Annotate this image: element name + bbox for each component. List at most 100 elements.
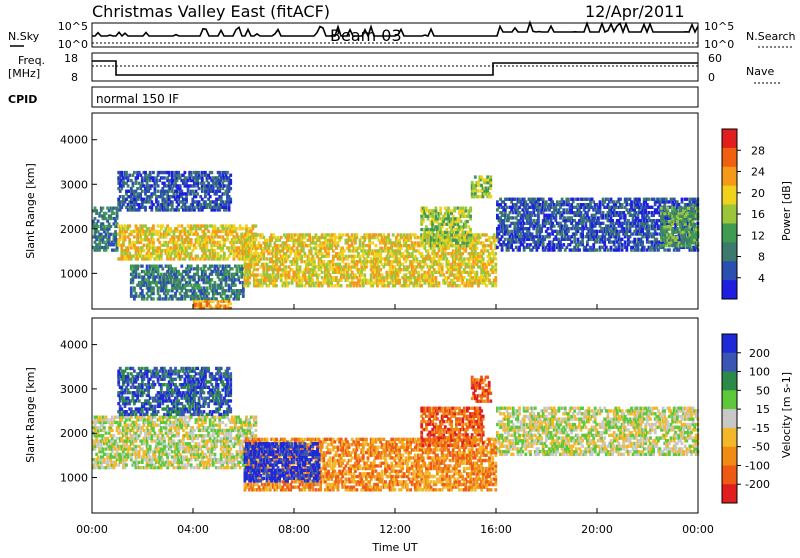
power-echo-cell-8-32-8 (547, 227, 550, 230)
power-echo-cell-5-23-18 (280, 236, 283, 239)
power-echo-cell-4-12-3 (212, 300, 215, 303)
noise-rtick-bottom: 10^0 (704, 38, 734, 51)
power-echo-cell-5-153-0 (485, 284, 488, 287)
power-echo-cell-8-70-0 (607, 248, 610, 251)
power-echo-cell-5-94-19 (392, 233, 395, 236)
power-echo-cell-0-3-11 (97, 220, 100, 223)
power-echo-cell-2-1-5 (119, 195, 122, 198)
power-echo-cell-1-79-11 (242, 227, 245, 230)
power-echo-cell-6-31-14 (469, 207, 472, 210)
power-echo-cell-5-136-0 (458, 284, 461, 287)
power-echo-cell-5-42-14 (310, 247, 313, 250)
power-echo-cell-2-20-14 (149, 171, 152, 174)
power-echo-cell-4-15-3 (217, 300, 220, 303)
power-echo-cell-0-6-16 (102, 207, 105, 210)
power-echo-cell-3-14-4 (152, 286, 155, 289)
power-echo-cell-4-1-3 (195, 300, 198, 303)
power-echo-cell-2-21-9 (150, 184, 153, 187)
power-echo-cell-8-72-1 (610, 246, 613, 249)
power-echo-cell-2-38-0 (177, 208, 180, 211)
power-echo-cell-3-7-12 (141, 265, 144, 268)
power-echo-cell-8-81-13 (624, 214, 627, 217)
power-echo-cell-3-48-4 (206, 286, 209, 289)
power-echo-cell-5-47-4 (318, 273, 321, 276)
power-echo-cell-1-47-0 (191, 257, 194, 260)
power-echo-cell-2-48-1 (193, 206, 196, 209)
power-echo-cell-5-28-19 (288, 233, 291, 236)
power-echo-cell-1-50-1 (196, 255, 199, 258)
power-echo-cell-8-45-19 (567, 198, 570, 201)
power-echo-cell-5-73-11 (359, 255, 362, 258)
power-echo-cell-5-155-18 (488, 236, 491, 239)
power-echo-cell-8-10-0 (512, 248, 515, 251)
power-echo-cell-8-73-11 (611, 219, 614, 222)
noise-rtick-top: 10^5 (704, 20, 734, 33)
power-echo-cell-6-21-14 (453, 207, 456, 210)
power-echo-cell-6-16-6 (446, 228, 449, 231)
power-echo-cell-5-99-15 (400, 244, 403, 247)
power-echo-cell-5-159-12 (494, 252, 497, 255)
freq-ytick-bottom: 8 (71, 71, 78, 84)
power-echo-cell-5-81-16 (371, 241, 374, 244)
power-echo-cell-2-7-13 (128, 174, 131, 177)
power-echo-cell-2-58-5 (209, 195, 212, 198)
power-echo-cell-1-7-7 (128, 238, 131, 241)
power-echo-cell-6-25-9 (460, 220, 463, 223)
power-echo-cell-5-139-3 (463, 276, 466, 279)
power-echo-cell-5-91-19 (387, 233, 390, 236)
power-echo-cell-5-0-19 (244, 233, 247, 236)
power-echo-cell-0-11-6 (109, 233, 112, 236)
power-echo-cell-5-38-12 (304, 252, 307, 255)
power-echo-cell-1-56-12 (206, 224, 209, 227)
power-echo-cell-2-9-10 (132, 182, 135, 185)
power-echo-cell-2-71-4 (229, 198, 232, 201)
power-echo-cell-5-152-15 (483, 244, 486, 247)
power-echo-cell-3-9-7 (144, 278, 147, 281)
power-echo-cell-5-44-10 (313, 257, 316, 260)
power-echo-cell-2-50-6 (196, 192, 199, 195)
power-echo-cell-8-42-15 (562, 208, 565, 211)
power-echo-cell-8-33-6 (548, 232, 551, 235)
power-echo-cell-3-14-0 (152, 297, 155, 300)
power-echo-cell-1-61-3 (214, 249, 217, 252)
power-echo-cell-3-47-10 (204, 270, 207, 273)
power-echo-cell-8-84-3 (629, 240, 632, 243)
power-echo-cell-2-67-9 (223, 184, 226, 187)
power-echo-cell-2-17-1 (144, 206, 147, 209)
power-echo-cell-2-10-14 (133, 171, 136, 174)
power-echo-cell-2-51-8 (198, 187, 201, 190)
power-echo-cell-1-25-12 (157, 224, 160, 227)
power-echo-cell-8-33-3 (548, 240, 551, 243)
power-echo-cell-2-32-14 (168, 171, 171, 174)
power-echo-cell-8-6-9 (506, 224, 509, 227)
power-echo-cell-5-109-10 (416, 257, 419, 260)
power-echo-cell-3-53-6 (214, 281, 217, 284)
power-echo-cell-8-36-9 (553, 224, 556, 227)
power-echo-cell-2-59-14 (210, 171, 213, 174)
power-echo-cell-5-151-10 (482, 257, 485, 260)
power-echo-cell-8-79-4 (621, 238, 624, 241)
power-echo-cell-5-121-3 (435, 276, 438, 279)
noise-left-label: N.Sky (8, 30, 40, 43)
power-echo-cell-2-2-14 (120, 171, 123, 174)
power-echo-cell-8-67-10 (602, 222, 605, 225)
power-echo-cell-6-3-14 (425, 207, 428, 210)
power-echo-cell-5-61-0 (340, 284, 343, 287)
power-echo-cell-4-23-2 (229, 302, 232, 305)
power-echo-cell-5-43-2 (311, 279, 314, 282)
power-echo-cell-5-129-12 (447, 252, 450, 255)
power-echo-cell-5-123-1 (438, 281, 441, 284)
power-echo-cell-2-42-14 (184, 171, 187, 174)
power-echo-cell-5-112-0 (420, 284, 423, 287)
power-echo-cell-3-38-12 (190, 265, 193, 268)
power-echo-cell-3-66-5 (234, 284, 237, 287)
freq-trace (92, 61, 698, 75)
power-echo-cell-3-32-12 (180, 265, 183, 268)
power-echo-cell-8-17-10 (523, 222, 526, 225)
power-echo-cell-4-6-1 (203, 305, 206, 308)
power-echo-cell-1-16-3 (143, 249, 146, 252)
cpid-panel-frame (92, 87, 698, 107)
power-echo-cell-5-110-5 (417, 271, 420, 274)
power-echo-cell-6-31-0 (469, 244, 472, 247)
power-echo-cell-3-32-1 (180, 295, 183, 298)
